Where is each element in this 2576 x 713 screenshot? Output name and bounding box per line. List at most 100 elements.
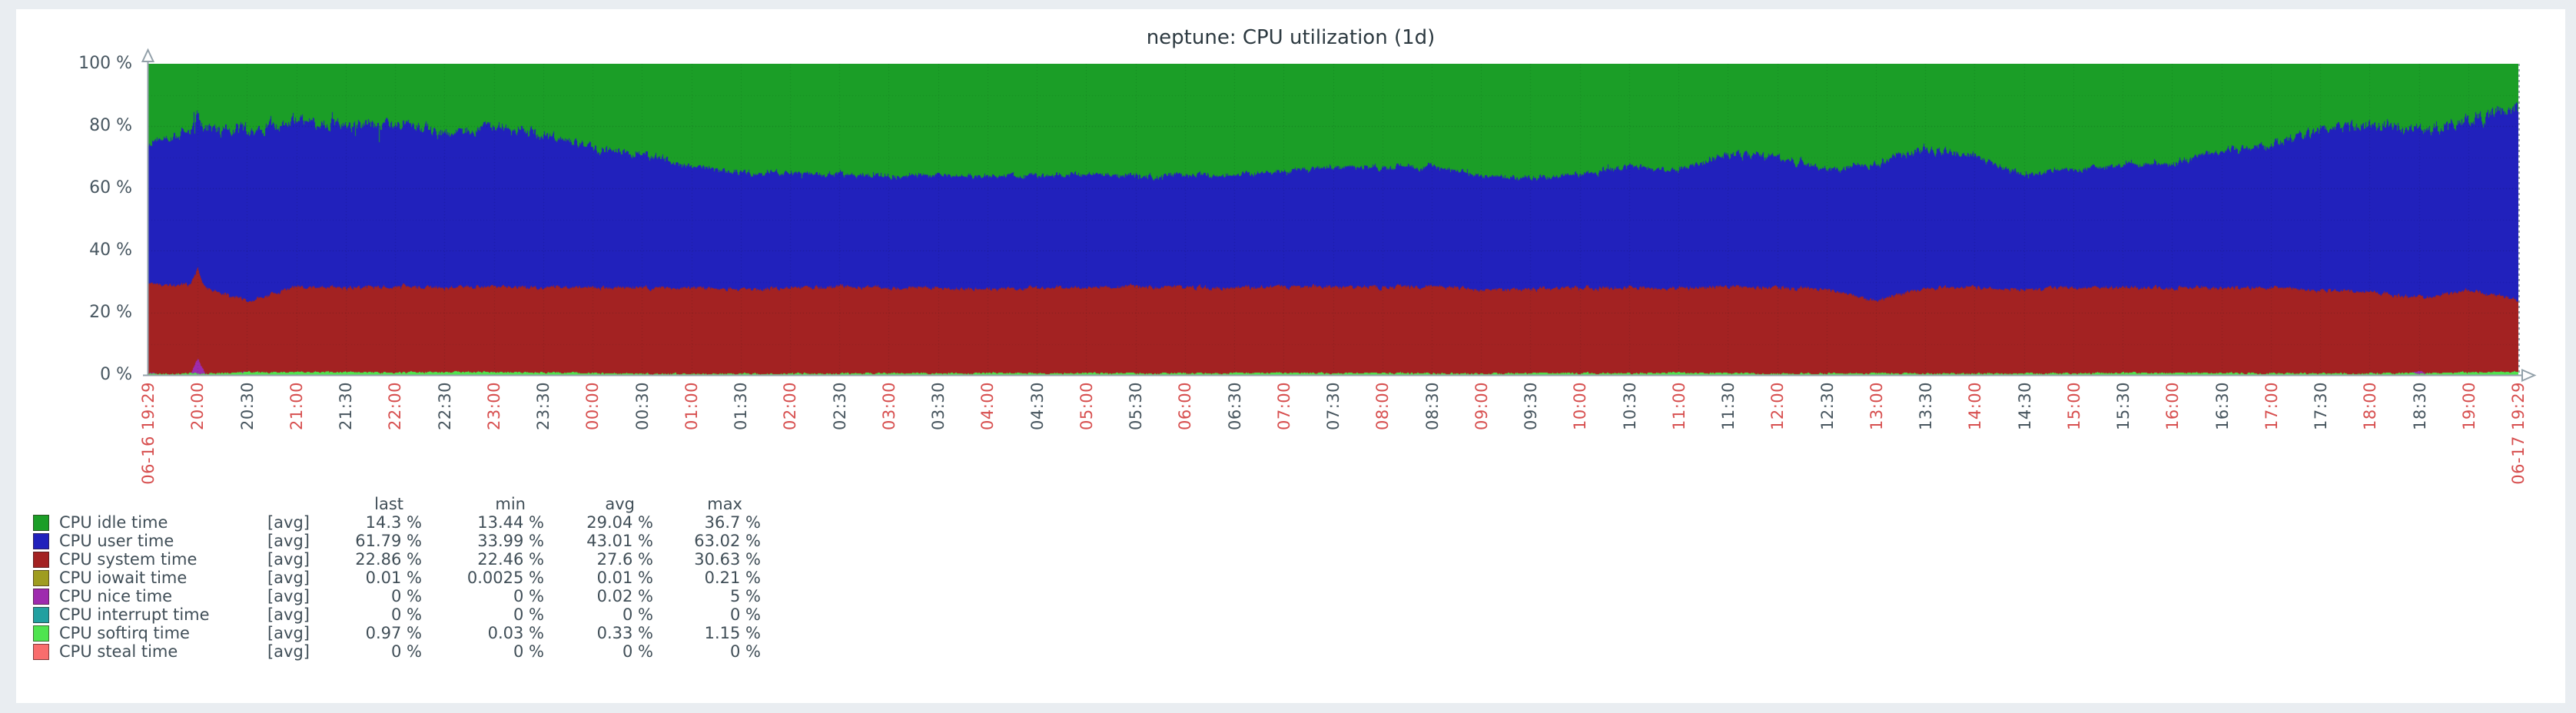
x-tick-label: 13:30 <box>1917 382 1935 431</box>
legend-value-max: 30.63 % <box>694 550 761 569</box>
x-tick-label: 09:30 <box>1522 382 1540 431</box>
x-tick-label: 04:00 <box>978 382 997 431</box>
x-tick-label: 12:00 <box>1768 382 1787 431</box>
legend-series-name: CPU nice time <box>59 587 173 605</box>
x-tick-label: 11:00 <box>1670 382 1688 431</box>
legend-series-function: [avg] <box>267 513 310 532</box>
x-tick-label: 18:30 <box>2411 382 2429 431</box>
legend-value-min: 22.46 % <box>477 550 544 569</box>
legend-value-last: 22.86 % <box>355 550 422 569</box>
legend-value-max: 0.21 % <box>704 569 761 587</box>
x-tick-label: 09:00 <box>1472 382 1491 431</box>
x-tick-label: 11:30 <box>1719 382 1738 431</box>
x-tick-label: 04:30 <box>1028 382 1047 431</box>
legend-series-function: [avg] <box>267 642 310 661</box>
x-tick-label: 23:00 <box>485 382 503 431</box>
legend-value-min: 0.03 % <box>487 624 544 642</box>
x-tick-label: 13:00 <box>1867 382 1886 431</box>
graph-title: neptune: CPU utilization (1d) <box>1146 26 1436 49</box>
legend-color-swatch <box>33 588 49 605</box>
x-tick-label: 14:00 <box>1966 382 1984 431</box>
x-tick-label: 05:00 <box>1077 382 1096 431</box>
legend-series-function: [avg] <box>267 532 310 550</box>
cpu-utilization-graph[interactable] <box>148 64 2518 375</box>
legend-value-avg: 0.33 % <box>596 624 653 642</box>
y-tick-label: 0 % <box>100 365 132 384</box>
legend-column-header: max <box>707 495 742 513</box>
legend-value-max: 0 % <box>730 642 761 661</box>
x-tick-label: 10:30 <box>1621 382 1639 431</box>
x-tick-label: 06:30 <box>1226 382 1244 431</box>
x-tick-label: 20:30 <box>238 382 257 431</box>
x-tick-label: 10:00 <box>1571 382 1589 431</box>
legend-value-avg: 43.01 % <box>586 532 653 550</box>
legend-value-min: 0 % <box>513 642 544 661</box>
legend-value-last: 0.01 % <box>365 569 422 587</box>
x-tick-label: 21:30 <box>337 382 355 431</box>
x-tick-label: 03:30 <box>929 382 948 431</box>
legend-value-last: 0 % <box>391 605 422 624</box>
legend-value-min: 33.99 % <box>477 532 544 550</box>
x-tick-label: 07:00 <box>1275 382 1293 431</box>
y-tick-label: 20 % <box>89 303 132 322</box>
legend-value-min: 0 % <box>513 587 544 605</box>
x-tick-label: 17:00 <box>2262 382 2281 431</box>
y-tick-label: 80 % <box>89 116 132 135</box>
x-tick-label: 18:00 <box>2361 382 2379 431</box>
x-tick-label: 05:30 <box>1127 382 1145 431</box>
legend-series-name: CPU idle time <box>59 513 168 532</box>
legend-series-function: [avg] <box>267 605 310 624</box>
x-tick-label: 21:00 <box>287 382 306 431</box>
x-tick-label: 23:30 <box>534 382 553 431</box>
legend-value-min: 0 % <box>513 605 544 624</box>
legend-series-function: [avg] <box>267 550 310 569</box>
x-tick-label: 20:00 <box>188 382 207 431</box>
legend-column-header: avg <box>605 495 635 513</box>
x-tick-label: 01:00 <box>682 382 701 431</box>
legend-color-swatch <box>33 569 49 586</box>
x-tick-label: 22:00 <box>386 382 404 431</box>
legend-color-swatch <box>33 514 49 531</box>
legend-value-max: 5 % <box>730 587 761 605</box>
legend-value-max: 36.7 % <box>704 513 761 532</box>
legend-value-avg: 0 % <box>622 605 653 624</box>
x-tick-label: 07:30 <box>1324 382 1343 431</box>
legend-series-name: CPU iowait time <box>59 569 188 587</box>
legend: last min avg max CPU idle time [avg] 14.3 % 13.… <box>33 495 761 661</box>
y-tick-label: 60 % <box>89 178 132 197</box>
x-tick-label: 00:30 <box>633 382 652 431</box>
legend-color-swatch <box>33 606 49 623</box>
x-tick-label: 14:30 <box>2016 382 2034 431</box>
x-tick-label: 03:00 <box>880 382 898 431</box>
legend-series-name: CPU steal time <box>59 642 178 661</box>
legend-color-swatch <box>33 625 49 642</box>
x-tick-label: 02:30 <box>831 382 849 431</box>
x-tick-label: 06:00 <box>1176 382 1194 431</box>
x-tick-label: 17:30 <box>2312 382 2330 431</box>
legend-series-name: CPU user time <box>59 532 174 550</box>
legend-value-max: 0 % <box>730 605 761 624</box>
legend-value-last: 0 % <box>391 642 422 661</box>
legend-value-last: 61.79 % <box>355 532 422 550</box>
x-tick-label: 02:00 <box>781 382 799 431</box>
x-tick-label: 16:00 <box>2163 382 2182 431</box>
legend-series-name: CPU softirq time <box>59 624 190 642</box>
legend-series-function: [avg] <box>267 587 310 605</box>
x-tick-label: 06-17 19:29 <box>2509 382 2528 485</box>
x-tick-label: 15:30 <box>2114 382 2133 431</box>
legend-value-avg: 0.02 % <box>596 587 653 605</box>
legend-color-swatch <box>33 643 49 660</box>
x-tick-label: 08:00 <box>1373 382 1392 431</box>
x-tick-label: 12:30 <box>1818 382 1837 431</box>
x-tick-label: 08:30 <box>1423 382 1442 431</box>
x-tick-label: 16:30 <box>2213 382 2232 431</box>
legend-value-last: 14.3 % <box>365 513 422 532</box>
legend-series-name: CPU system time <box>59 550 198 569</box>
legend-color-swatch <box>33 532 49 549</box>
x-tick-label: 01:30 <box>732 382 750 431</box>
plot-right-boundary <box>2518 64 2520 376</box>
x-tick-label: 15:00 <box>2065 382 2083 431</box>
legend-series-name: CPU interrupt time <box>59 605 210 624</box>
legend-column-header: last <box>374 495 403 513</box>
legend-color-swatch <box>33 551 49 568</box>
